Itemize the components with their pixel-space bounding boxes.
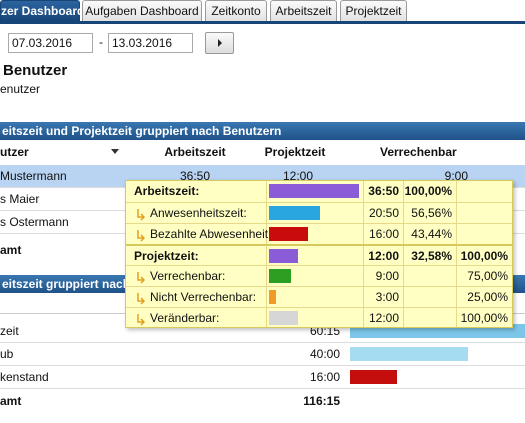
tooltip-bar (269, 206, 320, 220)
tooltip: Arbeitszeit: 36:50 100,00% Anwesenheitszeit… (125, 180, 513, 328)
tooltip-group-share: 100,00% (460, 311, 508, 325)
tooltip-bar (269, 269, 291, 283)
tooltip-label: Veränderbar: (150, 311, 220, 325)
next-icon (218, 39, 222, 47)
bar (350, 347, 469, 361)
section-header: eitszeit und Projektzeit gruppiert nach … (0, 122, 525, 140)
table-cell: s Maier (0, 192, 40, 206)
tab[interactable]: Aufgaben Dashboard (82, 0, 202, 21)
tooltip-time: 16:00 (368, 227, 399, 241)
tooltip-share: 100,00% (404, 184, 452, 198)
indent-arrow (136, 312, 146, 326)
tooltip-row: Nicht Verrechenbar: 3:00 25,00% (126, 286, 512, 307)
tooltip-label: Verrechenbar: (150, 269, 226, 283)
column-header: Verrechenbar (380, 145, 457, 159)
row-label: kenstand (0, 370, 49, 384)
table-cell: Mustermann (0, 169, 67, 183)
row-label: zeit (0, 324, 19, 338)
tooltip-row: Projektzeit: 12:00 32,58% 100,00% (126, 244, 512, 266)
tooltip-label: Nicht Verrechenbar: (150, 290, 257, 304)
sort-icon[interactable] (110, 148, 120, 156)
column-header: Projektzeit (264, 145, 326, 159)
tooltip-time: 12:00 (368, 311, 399, 325)
table-row[interactable]: ub 40:00 (0, 343, 525, 366)
row-label: ub (0, 347, 14, 361)
tooltip-bar (269, 249, 299, 263)
table-row[interactable]: kenstand 16:00 (0, 366, 525, 389)
tab-underline (0, 21, 525, 24)
page-subtitle: enutzer (0, 82, 41, 96)
indent-arrow (136, 207, 146, 221)
table-cell: 9:00 (444, 169, 468, 183)
total-time: 116:15 (303, 394, 340, 408)
table-cell: 36:50 (179, 169, 211, 183)
total-label: amt (0, 394, 22, 408)
indent-arrow (136, 270, 146, 284)
table-cell: s Ostermann (0, 215, 69, 229)
tooltip-label: Arbeitszeit: (134, 184, 200, 198)
tooltip-time: 12:00 (368, 249, 399, 263)
next-button[interactable] (205, 32, 234, 54)
column-divider (456, 181, 457, 327)
tooltip-bar (269, 184, 359, 198)
tooltip-share: 43,44% (411, 227, 452, 241)
tooltip-time: 9:00 (375, 269, 399, 283)
tooltip-bar (269, 227, 309, 241)
tooltip-row: Anwesenheitszeit: 20:50 56,56% (126, 202, 512, 223)
tab[interactable]: Projektzeit (340, 0, 407, 21)
row-time: 40:00 (309, 347, 340, 361)
tooltip-time: 3:00 (375, 290, 399, 304)
indent-arrow (136, 228, 146, 242)
tab[interactable]: zer Dashboard (0, 0, 84, 21)
tooltip-time: 20:50 (368, 206, 399, 220)
tooltip-bar (269, 311, 299, 325)
tooltip-row: Arbeitszeit: 36:50 100,00% (126, 181, 512, 201)
column-header: utzer (0, 145, 29, 159)
tooltip-label: Bezahlte Abwesenheit: (150, 227, 272, 241)
indent-arrow (136, 291, 146, 305)
column-divider (266, 181, 267, 327)
page-title: Benutzer (3, 62, 68, 79)
bar (350, 370, 398, 384)
tooltip-share: 32,58% (411, 249, 452, 263)
date-to[interactable]: 13.03.2016 (108, 33, 193, 53)
column-header: Arbeitszeit (164, 145, 226, 159)
tooltip-row: Bezahlte Abwesenheit: 16:00 43,44% (126, 223, 512, 244)
tooltip-row: Veränderbar: 12:00 100,00% (126, 307, 512, 328)
tooltip-bar (269, 290, 277, 304)
tooltip-label: Anwesenheitszeit: (150, 206, 247, 220)
tooltip-group-share: 100,00% (460, 249, 508, 263)
date-separator: - (99, 35, 103, 49)
tab[interactable]: Zeitkonto (205, 0, 267, 21)
tooltip-share: 56,56% (411, 206, 452, 220)
row-time: 16:00 (309, 370, 340, 384)
column-divider (363, 181, 364, 327)
date-from[interactable]: 07.03.2016 (8, 33, 93, 53)
tooltip-time: 36:50 (368, 184, 399, 198)
tooltip-label: Projektzeit: (134, 249, 199, 263)
tooltip-group-share: 25,00% (467, 290, 508, 304)
column-divider (403, 181, 404, 327)
total-label: amt (0, 243, 22, 257)
tooltip-group-share: 75,00% (467, 269, 508, 283)
tab[interactable]: Arbeitszeit (270, 0, 337, 21)
table-cell: 12:00 (282, 169, 314, 183)
tooltip-row: Verrechenbar: 9:00 75,00% (126, 265, 512, 286)
